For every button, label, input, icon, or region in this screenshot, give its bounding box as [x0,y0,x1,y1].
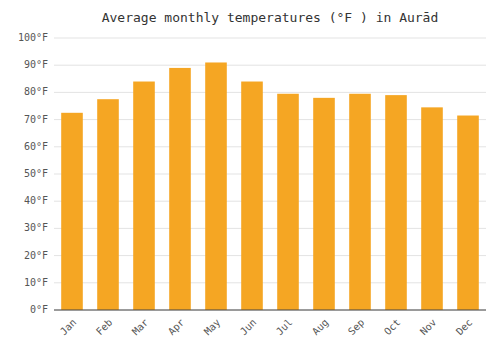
grid-line [54,65,486,66]
y-tick-label: 30°F [24,222,48,233]
chart-title: Average monthly temperatures (°F ) in Au… [102,10,439,25]
y-tick-label: 80°F [24,86,48,97]
y-tick-label: 0°F [30,304,48,315]
bar [421,107,443,310]
x-tick-label: Dec [454,317,475,338]
grid-line [54,310,486,311]
x-tick-label: Nov [418,317,439,338]
bar [133,82,155,310]
y-tick-label: 50°F [24,168,48,179]
y-tick-label: 20°F [24,250,48,261]
y-tick-label: 10°F [24,277,48,288]
y-tick-label: 70°F [24,114,48,125]
x-tick-label: May [202,317,223,338]
y-tick-label: 60°F [24,141,48,152]
y-grid [54,38,486,310]
bars [61,62,479,310]
y-tick-labels: 0°F 10°F 20°F 30°F 40°F 50°F 60°F 70°F 80°F 90°F 1… [18,32,48,315]
bar [457,116,479,310]
x-tick-label: Jul [274,317,295,338]
x-tick-label: Aug [310,317,331,338]
bar [169,68,191,310]
y-tick-label: 100°F [18,32,48,43]
chart-container: 0°F 10°F 20°F 30°F 40°F 50°F 60°F 70°F 80°F 90°F 1… [0,0,500,350]
x-tick-label: Mar [130,317,151,338]
bar [385,95,407,310]
bar [97,99,119,310]
x-tick-label: Oct [382,317,403,338]
grid-line [54,92,486,93]
bar [313,98,335,310]
x-tick-labels: Jan Feb Mar Apr May Jun Jul Aug Sep Oct Nov Dec [58,317,475,338]
bar [277,94,299,310]
bar [241,82,263,310]
chart-svg: 0°F 10°F 20°F 30°F 40°F 50°F 60°F 70°F 80°F 90°F 1… [0,0,500,350]
grid-line [54,38,486,39]
y-tick-label: 90°F [24,59,48,70]
x-tick-label: Sep [346,317,367,338]
bar [349,94,371,310]
bar [205,62,227,310]
x-axis-line [54,310,486,311]
x-tick-label: Feb [94,317,115,338]
x-tick-label: Jun [238,317,259,338]
x-tick-label: Jan [58,317,79,338]
bar [61,113,83,310]
x-tick-label: Apr [166,317,187,338]
y-tick-label: 40°F [24,195,48,206]
